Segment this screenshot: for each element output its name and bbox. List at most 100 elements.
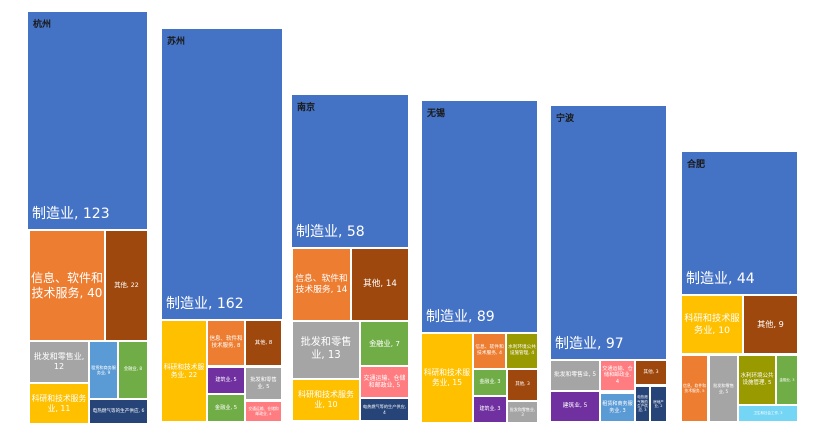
- treemap-cell: 其他, 3: [508, 370, 537, 400]
- city-title: 杭州: [33, 20, 52, 30]
- cell-label: 信息、软件和技术服务, 40: [31, 270, 104, 300]
- treemap-cell: 信息、软件和技术服务, 5: [682, 356, 707, 421]
- treemap-cell: 租赁和商务服务业, 9: [90, 342, 117, 398]
- cell-label: 信息、软件和技术服务, 14: [295, 273, 348, 295]
- treemap-cell: 金融业, 8: [119, 342, 147, 398]
- cell-label: 制造业, 162: [166, 295, 244, 312]
- cell-label: 金融业, 8: [123, 367, 143, 373]
- city-title: 无锡: [427, 109, 446, 119]
- cell-label: 水利环境公共设施管理, 4: [508, 345, 536, 356]
- cell-label: 租赁和商务服务业, 9: [91, 364, 116, 375]
- cell-label: 制造业, 58: [296, 223, 365, 240]
- cell-label: 制造业, 123: [32, 205, 110, 222]
- treemap-cell: 批发和零售业, 5: [551, 361, 599, 390]
- cell-label: 其他, 9: [757, 319, 784, 330]
- treemap-cell: 制造业, 58: [292, 95, 408, 247]
- cell-label: 批发和零售业, 12: [33, 352, 85, 371]
- cell-label: 金融业, 5: [214, 404, 238, 411]
- treemap-cell: 房地产业, 2: [651, 387, 666, 421]
- treemap-cell: 批发和零售业, 5: [246, 368, 281, 399]
- treemap-cell: 科研和技术服务业, 22: [162, 321, 206, 421]
- cell-label: 其他, 14: [363, 279, 397, 290]
- cell-label: 制造业, 44: [686, 270, 755, 287]
- cell-label: 交通运输、仓储和邮政业, 4: [602, 365, 633, 385]
- treemap-cell: 信息、软件和技术服务, 14: [293, 249, 350, 320]
- cell-label: 金融业, 3: [479, 379, 501, 386]
- cell-label: 电热燃气等的生产供应, 4: [362, 404, 407, 415]
- treemap-cell: 电热燃气等的生产供应, 4: [361, 399, 408, 420]
- cell-label: 批发和零售业, 5: [553, 371, 597, 378]
- cell-label: 科研和技术服务业, 15: [423, 368, 471, 387]
- cell-label: 房地产业, 2: [653, 399, 664, 408]
- cell-label: 建筑业, 5: [562, 402, 588, 409]
- cell-label: 科研和技术服务业, 11: [31, 393, 87, 413]
- treemap-cell: 批发和零售业, 13: [293, 322, 359, 378]
- cell-label: 水利环境公共设施管理, 5: [740, 373, 774, 386]
- treemap-cell: 制造业, 89: [422, 101, 537, 332]
- treemap-cell: 其他, 14: [352, 249, 408, 320]
- treemap-cell: 其他, 22: [106, 231, 147, 340]
- cell-label: 建筑业, 3: [479, 406, 501, 413]
- cell-label: 电热燃气等的生产供应, 3: [637, 395, 648, 413]
- cell-label: 批发和零售业, 5: [713, 383, 734, 394]
- treemap-cell: 科研和技术服务业, 10: [293, 380, 359, 420]
- cell-label: 信息、软件和技术服务, 5: [683, 382, 706, 393]
- cell-label: 电热燃气等的生产供应, 6: [92, 408, 145, 414]
- cell-label: 其他, 22: [114, 281, 139, 289]
- treemap-cell: 批发和零售业, 5: [710, 356, 737, 421]
- city-title: 合肥: [687, 160, 706, 170]
- treemap-cell: 水利环境公共设施管理, 4: [507, 334, 537, 368]
- treemap-cell: 信息、软件和技术服务, 8: [208, 321, 244, 365]
- treemap-cell: 批发和零售业, 3: [508, 402, 537, 422]
- cell-label: 其他, 8: [254, 339, 273, 346]
- cell-label: 制造业, 89: [426, 308, 495, 325]
- treemap-cell: 建筑业, 5: [551, 392, 599, 421]
- cell-label: 信息、软件和技术服务, 4: [475, 345, 504, 356]
- treemap-cell: 卫生和社会工作, 3: [739, 406, 797, 421]
- cell-label: 金融业, 3: [779, 377, 795, 382]
- treemap-cell: 电热燃气等的生产供应, 6: [90, 400, 147, 423]
- treemap-cell: 制造业, 44: [682, 152, 797, 294]
- cell-label: 交通运输、仓储和邮政业, 5: [363, 374, 406, 390]
- treemap-cell: 金融业, 7: [361, 322, 408, 365]
- city-title: 苏州: [167, 37, 186, 47]
- cell-label: 科研和技术服务业, 22: [163, 362, 205, 379]
- cell-label: 交通运输、仓储和邮政业, 4: [248, 405, 279, 416]
- treemap-cell: 交通运输、仓储和邮政业, 5: [361, 367, 408, 397]
- treemap-cell: 信息、软件和技术服务, 4: [474, 334, 505, 368]
- treemap-cell: 科研和技术服务业, 10: [682, 296, 742, 353]
- treemap-cell: 批发和零售业, 12: [30, 342, 88, 382]
- treemap-cell: 水利环境公共设施管理, 5: [739, 356, 775, 404]
- treemap-cell: 科研和技术服务业, 15: [422, 334, 472, 422]
- treemap-cell: 金融业, 3: [474, 370, 506, 395]
- treemap-cell: 建筑业, 3: [474, 397, 506, 422]
- treemap-cell: 其他, 3: [636, 361, 666, 384]
- cell-label: 信息、软件和技术服务, 8: [209, 336, 243, 349]
- treemap-cell: 电热燃气等的生产供应, 3: [636, 387, 649, 421]
- treemap-cell: 信息、软件和技术服务, 40: [30, 231, 104, 340]
- treemap-cell: 租赁和商务服务业, 3: [601, 394, 634, 421]
- cell-label: 科研和技术服务业, 10: [298, 390, 354, 409]
- treemap-cell: 金融业, 3: [777, 356, 797, 404]
- treemap-cell: 金融业, 5: [208, 395, 244, 421]
- treemap-cell: 制造业, 123: [28, 12, 147, 229]
- cell-label: 卫生和社会工作, 3: [753, 411, 783, 416]
- cell-label: 批发和零售业, 13: [300, 337, 352, 361]
- treemap-cell: 其他, 8: [246, 321, 281, 365]
- cell-label: 其他, 3: [643, 369, 659, 375]
- cell-label: 批发和零售业, 5: [250, 376, 277, 390]
- cell-label: 建筑业, 5: [215, 377, 237, 384]
- treemap-cell: 制造业, 162: [162, 29, 282, 319]
- cell-label: 制造业, 97: [555, 335, 624, 352]
- city-title: 宁波: [556, 114, 575, 124]
- cell-label: 租赁和商务服务业, 3: [602, 401, 633, 414]
- treemap-cell: 制造业, 97: [551, 106, 666, 359]
- cell-label: 科研和技术服务业, 10: [684, 312, 740, 336]
- treemap-cell: 建筑业, 5: [208, 368, 244, 393]
- cell-label: 其他, 3: [515, 382, 530, 388]
- treemap-cell: 其他, 9: [744, 296, 797, 353]
- treemap-cell: 交通运输、仓储和邮政业, 4: [601, 361, 634, 390]
- treemap-cell: 交通运输、仓储和邮政业, 4: [246, 402, 281, 421]
- cell-label: 金融业, 7: [369, 338, 400, 348]
